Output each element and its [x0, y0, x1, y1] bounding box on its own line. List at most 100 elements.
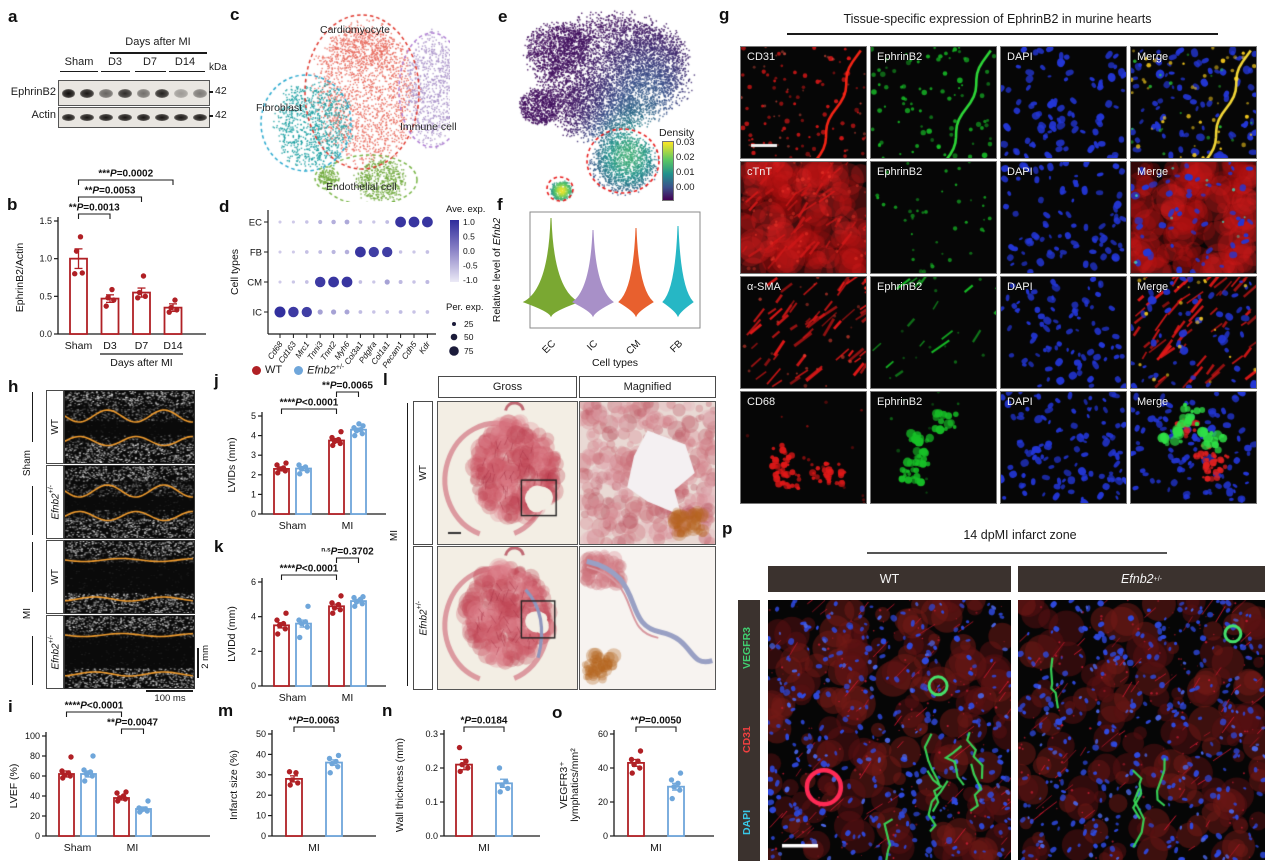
panel-letter-d: d: [219, 197, 230, 216]
panel-letter-p: p: [722, 519, 733, 538]
svg-text:Ave. exp.: Ave. exp.: [446, 204, 485, 215]
echo-row-label: Efnb2+/-: [46, 465, 64, 539]
blot-lane-d7: D7: [142, 56, 158, 68]
if-tile-ephrinb2: EphrinB2: [870, 276, 997, 389]
if-tile-label: DAPI: [1007, 281, 1033, 293]
svg-text:0.1: 0.1: [425, 797, 438, 807]
if-tile-image: [741, 277, 866, 388]
svg-text:0: 0: [251, 509, 256, 519]
if-tile-image: [1131, 162, 1256, 273]
svg-text:MI: MI: [342, 520, 354, 532]
density-tick: 0.00: [676, 182, 695, 193]
svg-text:*P=0.0184: *P=0.0184: [460, 716, 507, 727]
blot-lane-d3: D3: [107, 56, 123, 68]
dotplot-legend: Ave. exp. 1.0 0.5 0.0 -0.5 -1.0 Per. exp. 25 50 7…: [446, 204, 485, 356]
echo-row-label: WT: [46, 540, 64, 614]
svg-text:0.3: 0.3: [425, 729, 438, 739]
svg-text:20: 20: [256, 790, 266, 800]
if-tile-merge: Merge: [1130, 46, 1257, 159]
svg-text:MI: MI: [308, 842, 320, 854]
if-tile-ctnt: cTnT: [740, 161, 867, 274]
blot-band: [117, 114, 132, 121]
echo-row-label: Efnb2+/-: [46, 615, 64, 689]
svg-text:-1.0: -1.0: [463, 275, 478, 285]
if-tile-dapi: DAPI: [1000, 276, 1127, 389]
if-tile-merge: Merge: [1130, 391, 1257, 504]
kda-value: 42: [215, 109, 227, 121]
blot-band: [99, 114, 113, 121]
echo-group-label: MI: [22, 591, 33, 636]
marker-vegfr3: VEGFR3: [741, 627, 753, 670]
svg-text:**P=0.0065: **P=0.0065: [322, 381, 373, 392]
echo-group-label: Sham: [22, 441, 33, 486]
echo-image: [64, 465, 195, 539]
panel-g-title: Tissue-specific expression of EphrinB2 i…: [843, 12, 1152, 26]
svg-text:LVEF (%): LVEF (%): [8, 764, 20, 809]
svg-text:1.0: 1.0: [463, 217, 475, 227]
blot-band: [192, 88, 207, 98]
chart-ephrinb2-actin: 0.0 0.5 1.0 1.5 EphrinB2/Actin Sham D3 D7 D14 ***…: [14, 169, 206, 369]
svg-text:D7: D7: [135, 340, 149, 352]
svg-text:30: 30: [256, 770, 266, 780]
if-tile-image: [1001, 47, 1126, 158]
if-tile-label: EphrinB2: [877, 281, 923, 293]
svg-text:25: 25: [464, 319, 474, 329]
svg-text:40: 40: [30, 791, 40, 801]
svg-text:**P=0.0063: **P=0.0063: [289, 716, 340, 727]
svg-text:LVIDd (mm): LVIDd (mm): [226, 606, 238, 662]
blot-band: [80, 88, 94, 98]
histo-mi-bracket: [407, 403, 409, 686]
chart-infarct-size: 0 10 20 30 40 50 Infarct size (%) MI **P=0.0063: [228, 716, 376, 854]
svg-text:3: 3: [251, 450, 256, 460]
svg-text:FB: FB: [250, 248, 262, 259]
panel-letter-m: m: [218, 701, 234, 720]
if-tile-image: [741, 162, 866, 273]
svg-text:EC: EC: [541, 338, 559, 356]
svg-text:0.0: 0.0: [425, 831, 438, 841]
chart-lvidd: 0 2 4 6 LVIDd (mm) Sham MI ****P<0.0001 n.sP=0.3…: [226, 547, 386, 704]
blot-row-label: EphrinB2: [10, 86, 56, 98]
chart-vegfr3-lymphatics: 0 20 40 60 VEGFR3⁺ lymphatics/mm² MI **P=0.0050: [558, 716, 714, 854]
chart-lvef: 0 20 40 60 80 100 LVEF (%) Sham MI ****P<0.0001 **…: [8, 701, 210, 854]
svg-text:CM: CM: [624, 338, 643, 357]
svg-text:50: 50: [256, 729, 266, 739]
svg-text:Kdr: Kdr: [417, 340, 432, 356]
chart-wall-thickness: 0.0 0.1 0.2 0.3 Wall thickness (mm) MI *P=0.01…: [394, 716, 540, 854]
if-tile-label: CD31: [747, 51, 776, 63]
blot-row-label: Actin: [31, 109, 56, 121]
svg-text:**P=0.0053: **P=0.0053: [85, 186, 136, 197]
svg-text:***P=0.0002: ***P=0.0002: [98, 169, 153, 180]
svg-text:VEGFR3⁺: VEGFR3⁺: [558, 761, 570, 809]
echo-image: [64, 390, 195, 464]
svg-text:20: 20: [598, 797, 608, 807]
svg-text:FB: FB: [668, 338, 685, 355]
if-tile--sma: α-SMA: [740, 276, 867, 389]
umap-celltypes: [228, 6, 450, 202]
blot-band: [136, 114, 151, 121]
blot-band: [61, 88, 76, 98]
blot-lane-d14: D14: [174, 56, 196, 68]
legend-dot-ko: [294, 365, 304, 375]
svg-text:MI: MI: [127, 842, 139, 854]
svg-text:0.0: 0.0: [463, 246, 475, 256]
svg-text:1.5: 1.5: [39, 216, 52, 226]
blot-actin: [58, 107, 210, 128]
svg-text:60: 60: [598, 729, 608, 739]
kda-value: 42: [215, 85, 227, 97]
svg-text:EC: EC: [249, 218, 262, 229]
if-tile-image: [1001, 277, 1126, 388]
histo-gross-wt: [437, 401, 578, 545]
svg-text:40: 40: [598, 763, 608, 773]
svg-text:Per. exp.: Per. exp.: [446, 302, 484, 313]
echo-row-label: WT: [46, 390, 64, 464]
blot-band: [99, 88, 113, 98]
lane-underline: [60, 71, 98, 73]
if-tile-image: [871, 392, 996, 503]
dotplot-markers: Cell typesECFBCMICCd68Cd163Mrc1Tnni3Tnnt…: [229, 210, 436, 370]
if-image-wt: [768, 600, 1011, 860]
svg-text:D3: D3: [103, 340, 117, 352]
svg-text:CM: CM: [247, 278, 262, 289]
svg-text:****P<0.0001: ****P<0.0001: [280, 398, 339, 409]
svg-text:Cell types: Cell types: [592, 357, 638, 369]
